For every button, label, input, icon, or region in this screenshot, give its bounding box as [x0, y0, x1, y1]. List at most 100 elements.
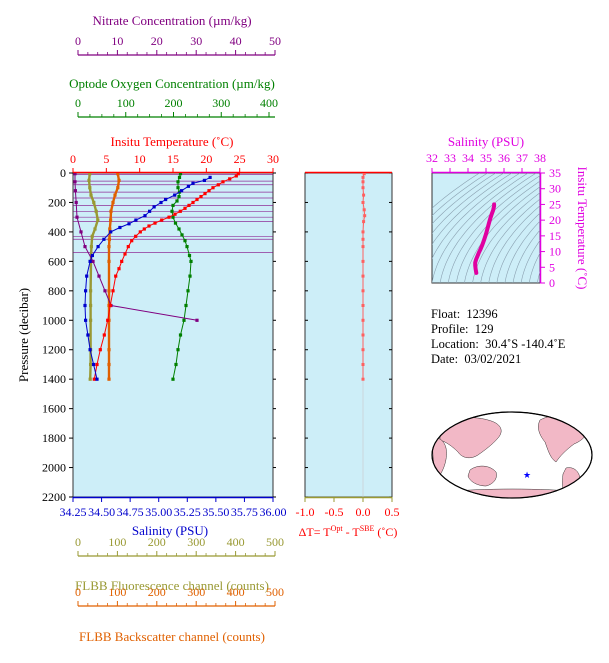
tick-label: 100: [117, 96, 135, 110]
oxygen-ticks: 0 100 200 300 400: [75, 96, 278, 117]
series-backscatter-point: [107, 362, 111, 367]
nitrate-axis-title: Nitrate Concentration (µm/kg): [92, 13, 251, 28]
series-salinity-point: [85, 274, 89, 278]
series-backscatter-point: [107, 237, 111, 241]
series-oxygen-point: [171, 377, 175, 381]
series-oxygen-point: [188, 274, 192, 278]
series-oxygen-point: [176, 180, 180, 184]
series-temperature-point: [211, 186, 215, 190]
tick-label: 34.25: [60, 505, 87, 519]
series-oxygen-point: [185, 245, 189, 249]
land-asia: [439, 417, 502, 459]
series-temperature-point: [153, 221, 157, 225]
series-oxygen-point: [182, 318, 186, 322]
series-salinity-point: [208, 175, 212, 179]
density-contour: [456, 180, 540, 283]
tick-label: 100: [108, 535, 126, 549]
delta-plot-area: [304, 172, 393, 498]
temperature-ticks: 0 5 10 15 20 25 30: [70, 152, 279, 174]
ts-point: [484, 232, 488, 236]
tick-label: 35.00: [145, 505, 172, 519]
date-value: 03/02/2021: [464, 352, 522, 366]
float-info: Float: 12396 Profile: 129 Location: 30.4…: [431, 307, 565, 367]
delta-point: [363, 214, 367, 218]
series-fluorescence-point: [89, 245, 93, 249]
horizontal-markers: [73, 174, 273, 253]
series-salinity-point: [84, 289, 88, 293]
delta-point: [362, 208, 366, 212]
delta-point: [361, 230, 365, 234]
delta-axis-title: ΔT= TOpt - TSBE (˚C): [299, 524, 398, 539]
series-oxygen-point: [170, 209, 174, 213]
series-nitrate-point: [73, 180, 77, 184]
delta-point: [361, 175, 365, 179]
series-oxygen-point: [173, 221, 178, 225]
tick-label: 37: [516, 151, 528, 165]
series-salinity-point: [90, 253, 94, 258]
series-temperature-point: [95, 362, 99, 367]
tick-label: 0: [75, 34, 81, 48]
tick-label: 200: [48, 195, 66, 209]
ts-diagram: Salinity (PSU) 32 33 34 35 36 37 38 0 510 15 20 25…: [426, 134, 590, 290]
series-backscatter-point: [116, 186, 120, 190]
tick-label: 400: [227, 585, 245, 599]
tick-label: 10: [111, 34, 123, 48]
location-label: Location:: [431, 337, 479, 351]
series-oxygen-point: [178, 333, 183, 337]
series-temperature-point: [147, 224, 151, 228]
series-salinity-point: [95, 377, 99, 381]
series-fluorescence-point: [89, 289, 93, 293]
backscatter-axis-title: FLBB Backscatter channel (counts): [79, 629, 265, 644]
series-salinity-point: [164, 197, 168, 202]
tick-label: 35.75: [231, 505, 258, 519]
delta-point: [361, 348, 365, 352]
backscatter-ticks: 0 100 200 300 400 500: [75, 585, 284, 606]
series-fluorescence-point: [88, 186, 92, 190]
series-backscatter-point: [117, 178, 121, 182]
series-oxygen-point: [184, 303, 188, 308]
ts-point: [475, 254, 479, 258]
ts-point: [479, 247, 483, 251]
series-temperature-point: [234, 174, 238, 178]
series-salinity-point: [88, 259, 92, 263]
series-salinity-point: [88, 348, 92, 352]
series-temperature-point: [173, 212, 177, 216]
float-value: 12396: [466, 307, 498, 321]
series-fluorescence-point: [89, 193, 93, 197]
series-oxygen-point: [180, 233, 184, 237]
delta-point: [361, 318, 365, 322]
series-nitrate-point: [103, 289, 107, 293]
delta-title-suffix: (˚C): [374, 525, 397, 539]
tick-label: 400: [48, 225, 66, 239]
density-contour: [520, 239, 540, 283]
fluorescence-ticks: 0 100 200 300 400 500: [75, 535, 284, 556]
ts-point: [485, 227, 489, 231]
density-contour: [432, 173, 496, 225]
density-contour: [488, 205, 540, 283]
series-temperature-point: [207, 189, 211, 193]
series-salinity-point: [96, 245, 100, 249]
ts-point: [474, 271, 478, 275]
series-backscatter-point: [116, 173, 120, 176]
delta-point: [361, 237, 365, 241]
series-temperature-point: [199, 195, 203, 199]
series-temperature-point: [228, 177, 232, 181]
tick-label: 10: [134, 152, 146, 166]
delta-point: [361, 186, 365, 190]
tick-label: -1.0: [296, 505, 315, 519]
delta-ticks: -1.0 -0.5 0.0 0.5: [296, 171, 400, 519]
series-salinity-point: [127, 222, 131, 226]
series-salinity-point: [92, 362, 96, 367]
tick-label: 34.50: [88, 505, 115, 519]
tick-label: 35: [549, 166, 561, 180]
tick-label: 2000: [42, 461, 66, 475]
profile-row: Profile: 129: [431, 322, 565, 337]
ts-salinity-ticks: 32 33 34 35 36 37 38: [426, 151, 546, 174]
series-oxygen-point: [177, 195, 181, 199]
series-salinity-point: [191, 181, 195, 185]
density-contour: [480, 198, 540, 283]
series-oxygen-point: [183, 239, 187, 243]
series-fluorescence-point: [88, 377, 92, 381]
